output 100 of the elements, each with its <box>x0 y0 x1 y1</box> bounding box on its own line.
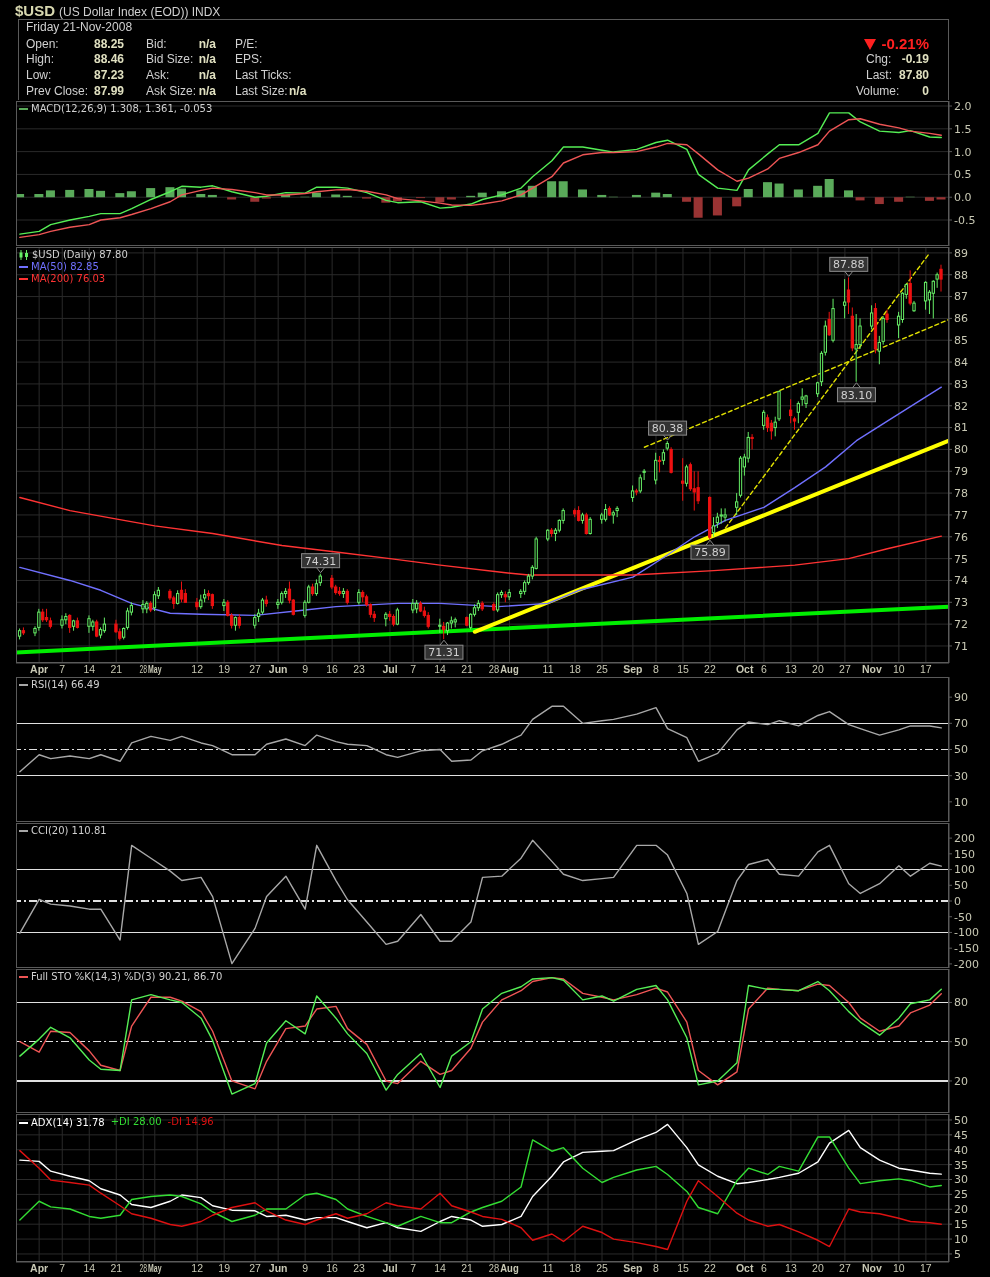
y-tick-label: 74 <box>954 574 968 588</box>
x-tick-label: 10 <box>893 663 905 675</box>
x-tick-label: 27 <box>249 663 262 675</box>
x-tick-label: 27 <box>249 1262 262 1274</box>
y-tick-label: 0.0 <box>954 191 972 205</box>
y-tick-label: 88 <box>954 268 968 282</box>
x-tick-label: 13 <box>785 1262 797 1274</box>
annotation: 80.38 <box>651 422 684 436</box>
text: Last: <box>866 68 893 82</box>
y-tick-label: 84 <box>954 355 968 369</box>
x-tick-label: 21 <box>110 1262 123 1274</box>
y-tick-label: 81 <box>954 421 968 435</box>
text: n/a <box>198 52 216 66</box>
x-tick-label: 10 <box>893 1262 905 1274</box>
y-tick-label: 30 <box>954 769 968 783</box>
y-tick-label: 50 <box>954 743 968 757</box>
x-tick-label: Aug <box>500 663 521 675</box>
y-tick-label: 85 <box>954 334 968 348</box>
x-tick-label: 8 <box>653 663 660 675</box>
text: Prev Close: <box>26 84 89 98</box>
x-tick-label: 28 <box>488 1262 501 1274</box>
y-tick-label: 76 <box>954 530 968 544</box>
chart-title: Full STO %K(14,3) %D(3) 90.21, 86.70 <box>31 971 223 983</box>
x-tick-label: 12 <box>191 1262 204 1274</box>
y-tick-label: 1.0 <box>954 145 972 159</box>
x-tick-label: May <box>148 663 169 675</box>
x-tick-label: 9 <box>302 663 309 675</box>
y-tick-label: 0 <box>954 894 961 908</box>
text: -0.19 <box>901 52 929 66</box>
text: Ask Size: <box>146 84 197 98</box>
x-tick-label: 25 <box>596 663 609 675</box>
y-tick-label: 200 <box>954 832 975 845</box>
x-tick-label: 6 <box>761 663 768 675</box>
x-tick-label: 27 <box>839 663 851 675</box>
text: Friday 21-Nov-2008 <box>26 20 133 34</box>
y-tick-label: 71 <box>954 639 968 653</box>
text: $USD (US Dollar Index (EOD)) INDX <box>15 2 221 19</box>
x-tick-label: 20 <box>812 663 824 675</box>
chart-title: $USD (Daily) 87.80 <box>32 249 128 261</box>
x-tick-label: 11 <box>542 663 554 675</box>
x-tick-label: Oct <box>735 663 754 675</box>
y-tick-label: 150 <box>954 847 975 861</box>
x-tick-label: 28 <box>488 663 501 675</box>
y-tick-label: 70 <box>954 717 968 731</box>
y-tick-label: 15 <box>954 1218 968 1232</box>
x-tick-label: Apr <box>30 663 49 675</box>
y-tick-label: -0.5 <box>954 213 976 227</box>
text: n/a <box>198 84 216 98</box>
text: Open: <box>26 37 59 51</box>
y-tick-label: 77 <box>954 508 968 522</box>
text: n/a <box>198 68 216 82</box>
y-tick-label: 0.5 <box>954 168 972 182</box>
x-tick-label: Sep <box>623 663 643 675</box>
x-tick-label: 14 <box>83 663 96 675</box>
x-tick-label: 18 <box>569 663 582 675</box>
x-tick-label: 7 <box>59 663 66 675</box>
y-tick-label: 75 <box>954 552 968 566</box>
y-tick-label: 10 <box>954 1232 968 1246</box>
x-tick-label: 15 <box>677 1262 689 1274</box>
text: +DI 28.00 <box>110 1116 162 1128</box>
x-tick-label: 14 <box>83 1262 96 1274</box>
text: Last Ticks: <box>235 68 292 82</box>
x-tick-label: 19 <box>218 1262 231 1274</box>
y-tick-label: 20 <box>954 1203 968 1217</box>
annotation: 74.31 <box>304 554 337 568</box>
y-tick-label: 1.5 <box>954 122 972 136</box>
x-tick-label: Apr <box>30 1262 49 1274</box>
y-tick-label: -150 <box>954 942 979 956</box>
annotation: 75.89 <box>694 546 726 560</box>
y-tick-label: 100 <box>954 863 975 877</box>
text: 88.46 <box>93 52 124 66</box>
x-tick-label: 23 <box>353 1262 366 1274</box>
chart-title: RSI(14) 66.49 <box>31 679 100 691</box>
y-tick-label: -200 <box>954 957 979 971</box>
y-tick-label: 20 <box>954 1074 968 1088</box>
x-tick-label: Oct <box>735 1262 754 1274</box>
y-tick-label: 45 <box>954 1128 968 1142</box>
x-tick-label: Jul <box>382 663 398 675</box>
y-tick-label: 87 <box>954 290 968 304</box>
chart-title: CCI(20) 110.81 <box>31 825 107 837</box>
x-tick-label: 17 <box>920 1262 932 1274</box>
y-tick-label: 40 <box>954 1143 968 1157</box>
y-tick-label: 90 <box>954 691 968 705</box>
text: 87.80 <box>898 68 929 82</box>
y-tick-label: 10 <box>954 795 968 809</box>
chart-title: MACD(12,26,9) 1.308, 1.361, -0.053 <box>31 103 213 115</box>
y-tick-label: 25 <box>954 1188 968 1202</box>
x-tick-label: Aug <box>500 1262 521 1274</box>
x-tick-label: 21 <box>110 663 123 675</box>
x-tick-label: 16 <box>326 1262 339 1274</box>
x-tick-label: 8 <box>653 1262 660 1274</box>
x-tick-label: 16 <box>326 663 339 675</box>
y-tick-label: 50 <box>954 1035 968 1049</box>
x-tick-label: 21 <box>461 663 474 675</box>
y-tick-label: 5 <box>954 1247 961 1261</box>
text: n/a <box>198 37 216 51</box>
x-tick-label: 22 <box>704 1262 716 1274</box>
y-tick-label: 79 <box>954 465 968 479</box>
y-tick-label: 89 <box>954 246 968 260</box>
text: High: <box>26 52 55 66</box>
